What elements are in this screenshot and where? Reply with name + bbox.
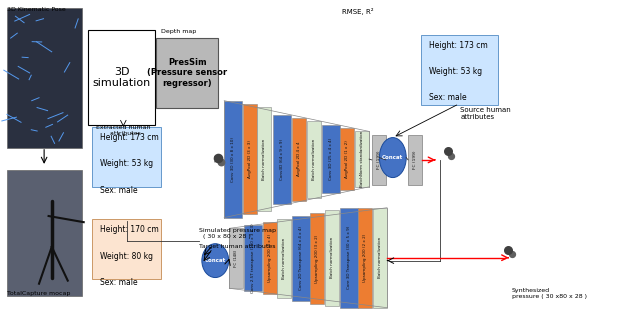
Ellipse shape [202, 244, 228, 277]
Bar [408, 134, 422, 185]
Bar [229, 228, 243, 288]
Text: Upsampling 200 (2 x 2): Upsampling 200 (2 x 2) [364, 234, 367, 282]
Text: FC (148): FC (148) [234, 250, 238, 267]
Text: FC (199): FC (199) [413, 150, 417, 169]
Bar [325, 210, 339, 306]
Bar [243, 104, 257, 214]
Ellipse shape [380, 138, 406, 178]
Text: FC (199): FC (199) [377, 150, 381, 169]
Text: Batch normalization: Batch normalization [330, 237, 334, 278]
Point [503, 248, 513, 252]
Text: Conv 2.5T transpose (110 x 3 x 3): Conv 2.5T transpose (110 x 3 x 3) [251, 223, 255, 293]
Text: Depth map: Depth map [161, 29, 196, 34]
Bar [358, 208, 372, 308]
Bar [340, 208, 358, 308]
Text: Conv 3D (25 x 4 x 4): Conv 3D (25 x 4 x 4) [329, 138, 333, 180]
Text: Synthesized
pressure ( 30 x80 x 28 ): Synthesized pressure ( 30 x80 x 28 ) [511, 288, 587, 299]
Text: Batch normalization: Batch normalization [282, 238, 286, 279]
Text: Conv 2D Transpose (64 x 4 x 4): Conv 2D Transpose (64 x 4 x 4) [299, 226, 303, 290]
Text: Upsampling 200 (3 x 2): Upsampling 200 (3 x 2) [316, 234, 319, 282]
Bar [355, 131, 369, 187]
Text: Conv3D (64 x 9 x 9): Conv3D (64 x 9 x 9) [280, 138, 284, 180]
Text: Extracted human
  attributes: Extracted human attributes [96, 125, 150, 136]
Text: Batch normalization: Batch normalization [262, 138, 266, 180]
Text: Source human
attributes: Source human attributes [461, 107, 511, 120]
Text: Target human attributes: Target human attributes [198, 244, 275, 249]
Bar [273, 115, 291, 204]
Text: AvgPool 2D (1 x 2): AvgPool 2D (1 x 2) [346, 140, 349, 178]
Bar [292, 118, 306, 201]
Bar [322, 125, 340, 193]
Bar [7, 8, 83, 148]
Bar [7, 170, 83, 296]
Text: Height: 170 cm

Weight: 80 kg

Sex: male: Height: 170 cm Weight: 80 kg Sex: male [100, 225, 159, 287]
Bar [310, 213, 324, 304]
FancyBboxPatch shape [421, 35, 497, 105]
Bar [340, 128, 355, 190]
Text: Simulated pressure map
  ( 30 x 80 x 28 ): Simulated pressure map ( 30 x 80 x 28 ) [198, 228, 276, 239]
Bar [372, 134, 386, 185]
Point [443, 149, 453, 154]
Point [212, 155, 223, 160]
Text: Concat: Concat [382, 155, 403, 160]
Text: 3D Kinematic Pose: 3D Kinematic Pose [7, 7, 66, 12]
Point [216, 160, 226, 165]
Bar [257, 107, 271, 211]
Bar [373, 208, 387, 308]
Bar [277, 219, 291, 298]
Point [446, 154, 456, 159]
Text: AvgPool 2D (3 x 3): AvgPool 2D (3 x 3) [248, 140, 252, 178]
Bar [307, 121, 321, 197]
FancyBboxPatch shape [156, 38, 218, 108]
Text: AvgPool 2D 4 x 4: AvgPool 2D 4 x 4 [297, 142, 301, 176]
Bar [224, 101, 242, 218]
Text: Conv 3D (30 x 8 x 10): Conv 3D (30 x 8 x 10) [231, 137, 235, 182]
Text: Height: 173 cm

Weight: 53 kg

Sex: male: Height: 173 cm Weight: 53 kg Sex: male [429, 41, 488, 103]
Text: Concat: Concat [205, 258, 226, 263]
Text: Upsampling 200 (4 x 4): Upsampling 200 (4 x 4) [268, 234, 271, 282]
Bar [244, 225, 262, 291]
Bar [292, 216, 310, 301]
Text: Height: 173 cm

Weight: 53 kg

Sex: male: Height: 173 cm Weight: 53 kg Sex: male [100, 133, 159, 195]
Text: Batch normalization: Batch normalization [312, 138, 316, 180]
Text: 3D
simulation: 3D simulation [93, 67, 151, 88]
Text: TotalCapture mocap: TotalCapture mocap [7, 291, 70, 296]
FancyBboxPatch shape [88, 30, 156, 125]
Text: RMSE, R²: RMSE, R² [342, 8, 374, 15]
Point [506, 252, 516, 257]
Text: PresSim
(Pressure sensor
regressor): PresSim (Pressure sensor regressor) [147, 58, 227, 88]
Text: BatchNorm standardization: BatchNorm standardization [360, 131, 364, 187]
Text: Batch normalization: Batch normalization [378, 237, 382, 278]
Text: Core 3D Transpose (30 x 5 x 9): Core 3D Transpose (30 x 5 x 9) [347, 226, 351, 290]
FancyBboxPatch shape [92, 127, 161, 187]
FancyBboxPatch shape [92, 219, 161, 279]
Bar [262, 222, 276, 294]
